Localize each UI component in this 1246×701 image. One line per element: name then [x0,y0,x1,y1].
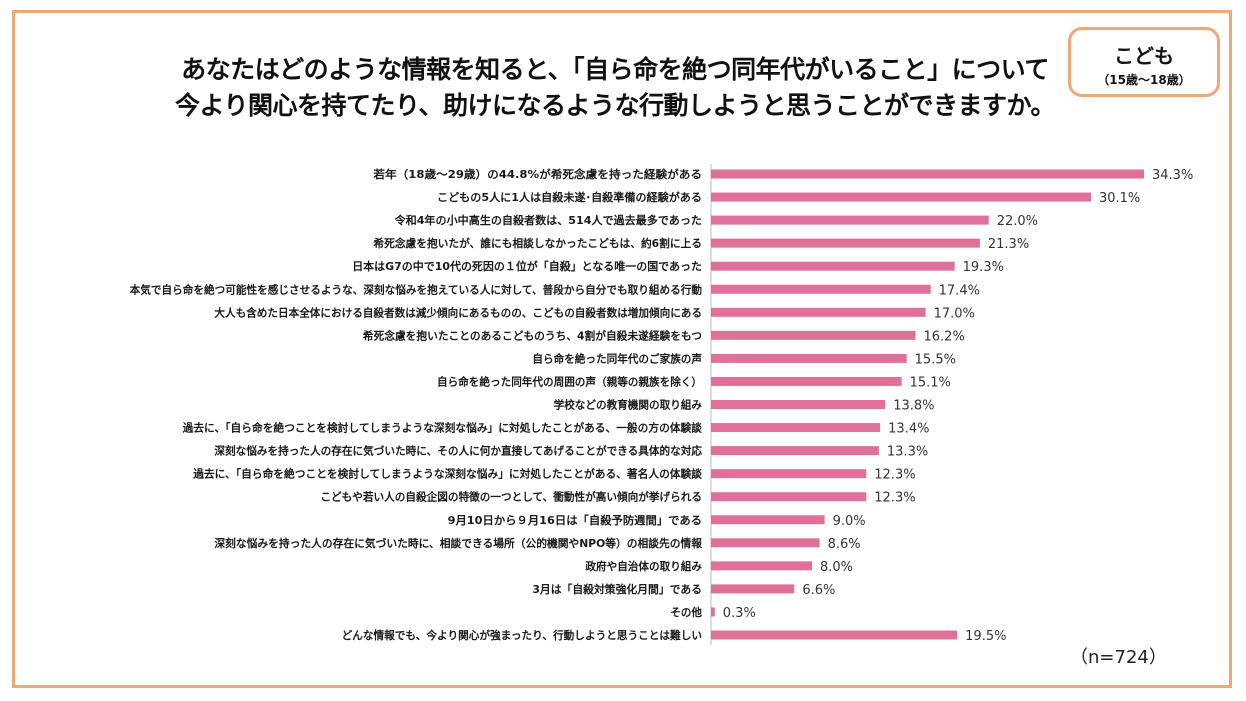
category-label: こどもの5人に1人は自殺未遂･自殺準備の経験がある [437,190,702,204]
value-label: 15.5% [915,352,956,367]
bar [711,630,958,640]
slide-frame [12,10,1232,688]
value-label: 12.3% [874,468,915,483]
bar [711,215,989,225]
value-label: 8.6% [828,537,861,552]
value-label: 17.0% [934,306,975,321]
category-label: 自ら命を絶った同年代の周囲の声（親等の親族を除く） [437,374,702,388]
value-label: 8.0% [820,560,853,575]
chart-title-line2: 今より関心を持てたり、助けになるような行動しようと思うことができますか。 [174,91,1056,120]
category-label: 過去に、「自ら命を絶つことを検討してしまうような深刻な悩み」に対処したことがある… [192,467,703,481]
value-label: 12.3% [874,491,915,506]
category-label: その他 [670,605,702,619]
bar [711,261,955,271]
bar [711,446,879,456]
value-label: 16.2% [924,329,965,344]
category-label: 過去に、「自ら命を絶つことを検討してしまうような深刻な悩み」に対処したことがある… [182,421,703,435]
bar [711,400,886,409]
age-group-range: （15歳〜18歳） [1097,73,1191,87]
category-label: 本気で自ら命を絶つ可能性を感じさせるような、深刻な悩みを抱えている人に対して、普… [130,282,702,296]
category-label: 大人も含めた日本全体における自殺者数は減少傾向にあるものの、こどもの自殺者数は増… [214,305,702,319]
bar [711,284,931,294]
bar [711,376,902,386]
age-group-label: こども [1114,44,1174,68]
bar [711,538,820,548]
bar [711,469,867,479]
value-label: 19.3% [963,260,1004,275]
bar [711,238,980,248]
bar [711,492,867,502]
value-label: 15.1% [910,375,951,390]
value-label: 0.3% [723,606,756,621]
value-label: 6.6% [802,583,835,598]
value-label: 34.3% [1152,168,1193,183]
category-label: 政府や自治体の取り組み [585,559,702,573]
bar [711,515,825,525]
bar [711,423,881,433]
value-label: 17.4% [939,283,980,298]
bar [711,561,812,571]
category-label: 深刻な悩みを持った人の存在に気づいた時に、相談できる場所（公的機関やNPO等）の… [214,536,703,550]
value-label: 9.0% [833,514,866,529]
category-label: 若年（18歳〜29歳）の44.8%が希死念慮を持った経験がある [373,167,702,181]
value-label: 13.8% [893,399,934,414]
bar [711,584,795,594]
bar [711,353,907,363]
bar [711,192,1091,202]
category-label: 学校などの教育機関の取り組み [554,398,702,412]
category-label: 希死念慮を抱いたが、誰にも相談しなかったこどもは、約6割に上る [372,236,702,250]
category-label: 3月は「自殺対策強化月間」である [532,582,702,596]
bar [711,307,926,317]
category-label: 希死念慮を抱いたことのあるこどものうち、4割が自殺未遂経験をもつ [362,328,702,342]
chart-title-line1: あなたはどのような情報を知ると、「自ら命を絶つ同年代がいること」について [181,55,1049,84]
category-label: 令和4年の小中高生の自殺者数は、514人で過去最多であった [394,213,702,227]
value-label: 22.0% [997,214,1038,229]
bar [711,169,1144,179]
chart-title: あなたはどのような情報を知ると、「自ら命を絶つ同年代がいること」について 今より… [100,52,1130,124]
value-label: 13.4% [888,422,929,437]
value-label: 30.1% [1099,191,1140,206]
sample-size-note: （n=724） [1070,647,1167,668]
category-label: こどもや若い人の自殺企図の特徴の一つとして、衝動性が高い傾向が挙げられる [320,490,702,504]
value-label: 19.5% [965,629,1006,644]
category-label: 深刻な悩みを持った人の存在に気づいた時に、その人に何か直接してあげることができる… [214,444,702,458]
bar [711,607,715,617]
age-group-badge: こども （15歳〜18歳） [1068,27,1220,97]
bar [711,330,916,340]
category-label: 日本はG7の中で10代の死因の１位が「自殺」となる唯一の国であった [352,259,702,273]
value-label: 21.3% [988,237,1029,252]
category-label: 9月10日から９月16日は「自殺予防週間」である [448,513,702,527]
category-label: 自ら命を絶った同年代のご家族の声 [532,351,702,365]
value-label: 13.3% [887,445,928,460]
category-label: どんな情報でも、今より関心が強まったり、行動しようと思うことは難しい [342,628,702,642]
